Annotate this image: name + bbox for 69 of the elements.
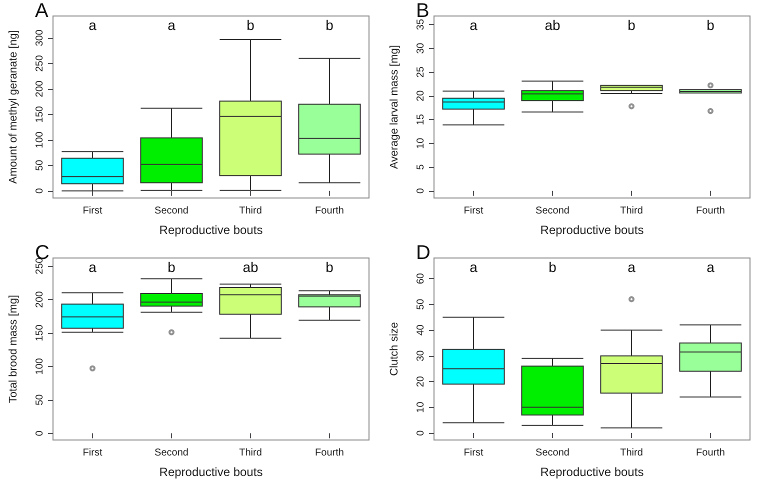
y-tick-label: 100 [34,131,46,148]
y-tick-label: 40 [416,324,426,336]
y-tick-label: 100 [34,357,46,374]
y-tick-label: 50 [416,298,426,310]
chart-title: A [35,0,49,22]
y-tick-label: 200 [34,80,46,98]
x-tick-label: Second [154,206,188,216]
x-axis-title: Reproductive bouts [159,223,263,237]
y-tick-label: 0 [416,188,426,194]
y-tick-label: 20 [416,90,426,102]
y-axis-title: Amount of methyl geranate [ng] [8,30,20,184]
y-tick-label: 10 [416,400,426,412]
annotation: a [470,258,478,274]
y-tick-label: 50 [34,393,46,405]
y-tick-label: 10 [416,137,426,149]
annotation: a [168,17,176,33]
y-tick-label: 150 [34,324,46,341]
y-tick-label: 200 [34,290,46,308]
x-axis-title: Reproductive bouts [540,464,644,478]
annotation: ab [544,17,560,33]
y-axis-title: Clutch size [388,322,400,376]
y-tick-label: 35 [416,18,426,30]
y-tick-label: 250 [34,54,46,72]
x-tick-label: First [82,206,102,216]
y-tick-label: 300 [34,29,46,46]
annotation: a [628,258,636,274]
y-tick-label: 25 [416,66,426,78]
y-tick-label: 0 [34,430,46,436]
annotation: b [706,17,715,33]
annotation: b [628,17,636,33]
x-tick-label: Third [620,206,643,216]
annotation: a [88,258,97,274]
chart-title: D [416,242,430,264]
annotation: b [326,17,334,33]
y-tick-label: 5 [416,164,426,170]
x-tick-label: Second [536,447,570,458]
y-tick-label: 20 [416,375,426,387]
annotation: b [548,258,557,274]
x-tick-label: First [464,206,484,216]
x-tick-label: Fourth [696,447,725,458]
annotation: b [326,258,334,274]
x-tick-label: Second [536,206,570,216]
x-tick-label: Fourth [315,206,344,216]
x-tick-label: First [82,447,102,458]
x-axis-title: Reproductive bouts [159,464,263,478]
x-tick-label: First [464,447,484,458]
x-axis-title: Reproductive bouts [540,223,644,237]
annotation: a [706,258,715,274]
annotation: a [470,17,478,33]
x-tick-label: Fourth [696,206,725,216]
y-axis-title: Average larval mass [mg] [388,45,400,169]
annotation: a [88,17,97,33]
x-tick-label: Third [239,447,262,458]
y-tick-label: 30 [416,349,426,361]
x-tick-label: Third [239,206,262,216]
y-tick-label: 50 [34,159,46,171]
x-tick-label: Second [154,447,188,458]
y-tick-label: 150 [34,106,46,123]
y-axis-title: Total brood mass [mg] [8,294,20,403]
annotation: b [168,258,176,274]
x-tick-label: Third [620,447,643,458]
annotation: b [246,17,255,33]
x-tick-label: Fourth [315,447,344,458]
y-tick-label: 30 [416,42,426,54]
y-tick-label: 60 [416,272,426,284]
y-tick-label: 0 [416,429,426,436]
y-tick-label: 15 [416,114,426,126]
y-tick-label: 0 [34,188,46,194]
annotation: ab [242,258,258,274]
